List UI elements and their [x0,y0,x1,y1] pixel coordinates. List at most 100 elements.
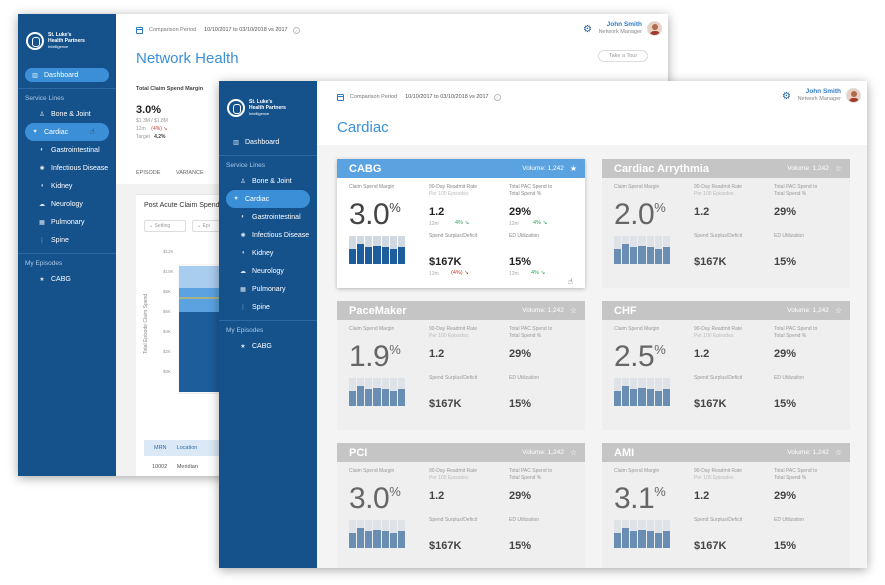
card-body: Claim Spend Margin 2.5% 90-Day Readmit Rat… [602,320,850,430]
avatar[interactable] [647,21,662,36]
logo[interactable]: St. Luke's Health Partners Intelligence [219,81,317,127]
episode-card[interactable]: Cardiac Arrythmia Volume: 1,242 ☆ Claim Spe… [602,159,850,288]
card-title: CHF [614,304,637,317]
sidebar-item-kidney[interactable]: ◖ Kidney [226,244,310,262]
pac-spend-label-2: Total Spend % [774,333,807,339]
percent-sign: % [389,200,401,215]
mini-bar-fill [397,247,405,264]
sidebar-item-spine[interactable]: ⋮ Spine [226,298,310,316]
setting-filter[interactable]: ⌄ Setting [144,220,186,232]
sidebar-item-gastrointestinal[interactable]: ◐ Gastrointestinal [25,141,109,159]
surplus-label: Spend Surplus/Deficit [429,375,478,381]
episode-card[interactable]: CABG Volume: 1,242 ★ Claim Spend Margin 3.0%… [337,159,585,288]
mini-bar [646,520,654,548]
surplus-label: Spend Surplus/Deficit [694,517,743,523]
sidebar-item-kidney[interactable]: ◖ Kidney [25,177,109,195]
episode-card[interactable]: CHF Volume: 1,242 ☆ Claim Spend Margin 2.5% 9… [602,301,850,430]
setting-filter-label: Setting [154,223,171,229]
arrow-down-icon: ↘ [163,126,168,132]
card-header: PaceMaker Volume: 1,242 ☆ [337,301,585,320]
mini-bar-fill [630,531,638,548]
sidebar-item-pulmonary[interactable]: ▦ Pulmonary [226,280,310,298]
surplus-value: $167K [429,398,462,410]
episode-card[interactable]: PCI Volume: 1,242 ☆ Claim Spend Margin 3.0% 9… [337,443,585,568]
card-volume: Volume: 1,242 [787,307,829,314]
col-mrn[interactable]: MRN [154,445,167,451]
star-icon[interactable]: ☆ [834,447,842,457]
col-location[interactable]: Location [176,445,198,451]
sidebar-item-bone-joint[interactable]: ♙ Bone & Joint [25,105,109,123]
y-tick-label: $4K [163,329,172,334]
mini-bar-fill [365,247,373,264]
sidebar-item-neurology[interactable]: ☁ Neurology [226,262,310,280]
info-icon[interactable]: i [493,93,501,101]
mini-bar [381,378,389,406]
star-icon[interactable]: ☆ [569,305,577,315]
table-row[interactable]: 10002 Meridian [144,464,198,470]
user-block[interactable]: John Smith Network Manager [599,21,642,35]
comparison-period-value[interactable]: 10/10/2017 to 03/10/2018 vs 2017 [204,27,288,33]
readmit-rate-label: 90-Day Readmit Rate [694,468,743,474]
take-a-tour-button[interactable]: Take a Tour [598,50,648,62]
mini-bar [654,378,662,406]
logo-line1: St. Luke's [249,99,273,105]
user-block[interactable]: John Smith Network Manager [798,88,841,102]
sidebar-item-spine[interactable]: ⋮ Spine [25,231,109,249]
kpi-row-12m: 12m (4%) ↘ [136,126,167,132]
gear-icon[interactable]: ⚙ [583,24,592,35]
nav-dashboard[interactable]: ▥ Dashboard [25,68,109,82]
nav-episode-cabg[interactable]: ★ CABG [226,337,310,355]
nav-dashboard[interactable]: ▥ Dashboard [226,135,310,149]
episode-card[interactable]: AMI Volume: 1,242 ☆ Claim Spend Margin 3.1% 9… [602,443,850,568]
gear-icon[interactable]: ⚙ [782,91,791,102]
star-icon[interactable]: ☆ [834,163,842,173]
mini-bar-fill [646,389,654,406]
card-header: Cardiac Arrythmia Volume: 1,242 ☆ [602,159,850,178]
topbar: Comparison Period 10/10/2017 to 03/10/20… [317,81,867,113]
avatar[interactable] [846,88,861,103]
mini-bar-chart [614,378,670,406]
mini-bar [614,520,622,548]
readmit-delta: 4% ↘ [455,220,469,226]
mini-bar [349,520,357,548]
star-icon[interactable]: ★ [569,163,577,173]
mini-bar [365,236,373,264]
tab-variance[interactable]: VARIANCE [175,170,204,176]
sidebar-item-gastrointestinal[interactable]: ◐ Gastrointestinal [226,208,310,226]
readmit-rate-value: 1.2 [429,490,445,502]
mini-bar-fill [614,390,622,406]
mini-bar [654,236,662,264]
mini-bar-fill [638,245,646,264]
sidebar-item-cardiac[interactable]: ♥ Cardiac [25,123,109,141]
mini-bar-fill [646,531,654,548]
spine-icon: ⋮ [240,304,246,311]
sidebar-item-label: Bone & Joint [51,110,91,118]
comparison-period-value[interactable]: 10/10/2017 to 03/10/2018 vs 2017 [405,94,489,100]
card-volume: Volume: 1,242 [522,307,564,314]
calendar-icon[interactable] [136,26,143,34]
mini-bar-fill [389,532,397,548]
readmit-rate-label: 90-Day Readmit Rate [429,468,478,474]
calendar-icon[interactable] [337,93,344,101]
sidebar-item-infectious-disease[interactable]: ✺ Infectious Disease [25,159,109,177]
logo[interactable]: St. Luke's Health Partners Intelligence [18,14,116,60]
ed-utilization-value: 15% [509,398,532,410]
star-icon[interactable]: ☆ [569,447,577,457]
mini-bar [614,236,622,264]
sidebar-item-pulmonary[interactable]: ▦ Pulmonary [25,213,109,231]
mini-bar-fill [662,247,670,264]
claim-spend-margin-label: Claim Spend Margin [614,326,660,332]
star-icon[interactable]: ☆ [834,305,842,315]
tab-episode[interactable]: EPISODE [136,170,161,176]
pac-spend-label-2: Total Spend % [774,191,807,197]
surplus-value: $167K [694,256,727,268]
nav-episode-cabg[interactable]: ★ CABG [25,270,109,288]
surplus-label: Spend Surplus/Deficit [694,375,743,381]
sidebar-item-bone-joint[interactable]: ♙ Bone & Joint [226,172,310,190]
episode-card[interactable]: PaceMaker Volume: 1,242 ☆ Claim Spend Margi… [337,301,585,430]
info-icon[interactable]: i [292,26,300,34]
sidebar-item-infectious-disease[interactable]: ✺ Infectious Disease [226,226,310,244]
sidebar-item-cardiac[interactable]: ♥ Cardiac [226,190,310,208]
user-role: Network Manager [598,29,642,35]
sidebar-item-neurology[interactable]: ☁ Neurology [25,195,109,213]
